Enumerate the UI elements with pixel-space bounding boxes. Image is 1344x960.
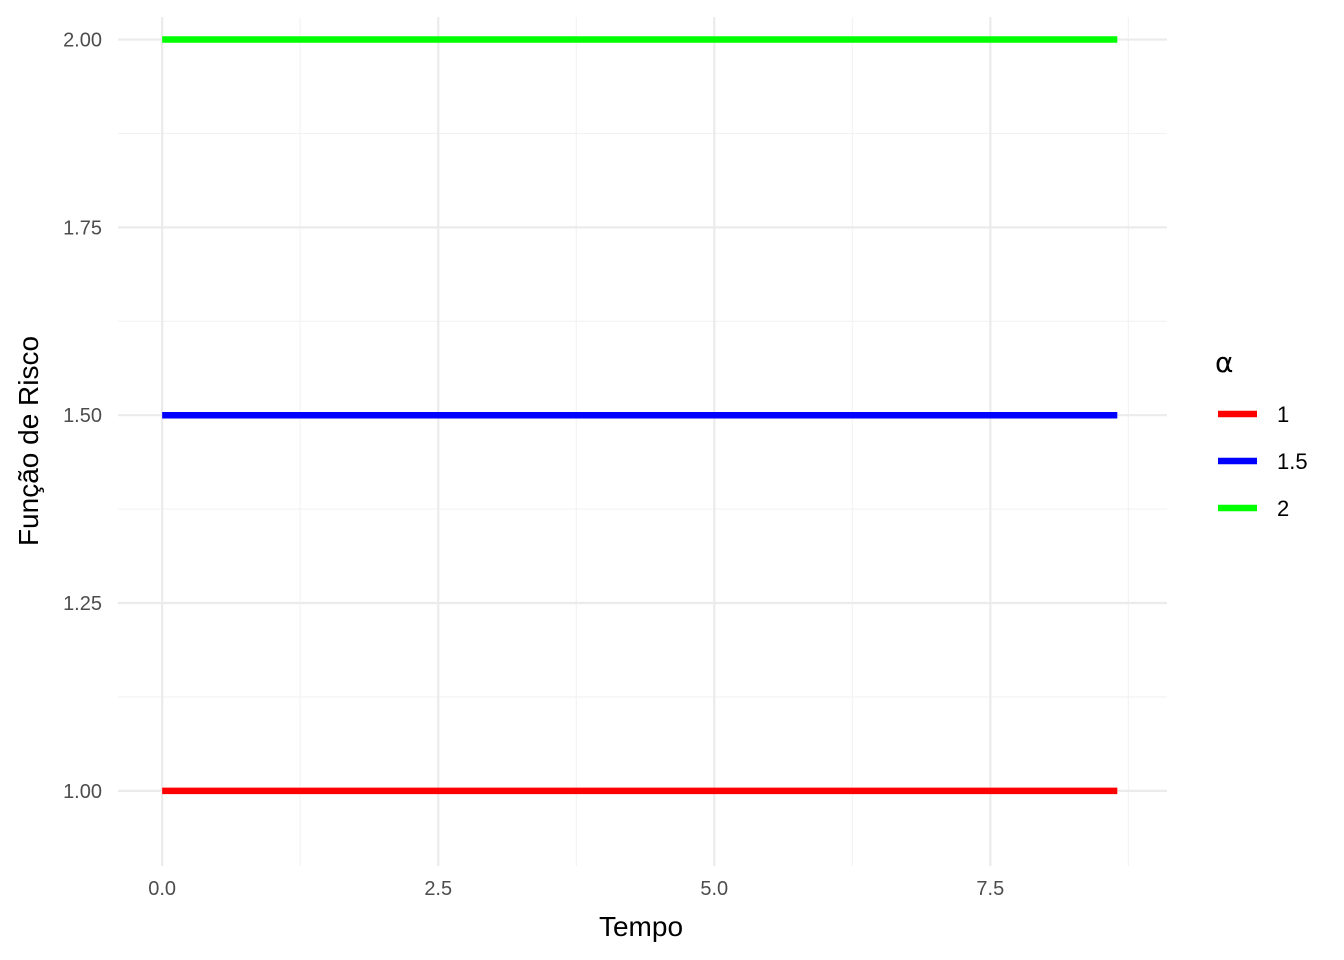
y-tick-label-2: 1.50 [63,405,102,427]
y-axis-title: Função de Risco [13,336,44,546]
y-tick-label-4: 2.00 [63,30,102,52]
legend-items: 11.52 [1218,402,1308,521]
y-tick-label-1: 1.25 [63,593,102,615]
y-tick-label-3: 1.75 [63,217,102,239]
legend-label-1-5: 1.5 [1277,449,1308,474]
series-lines [162,36,1118,795]
y-tick-label-0: 1.00 [63,781,102,803]
major-gridlines [118,17,1167,866]
x-tick-label-1: 2.5 [424,878,452,900]
legend-label-2: 2 [1277,496,1289,521]
legend: α 11.52 [1215,346,1308,521]
x-tick-label-3: 7.5 [976,878,1004,900]
minor-gridlines [118,17,1167,866]
x-tick-label-2: 5.0 [700,878,728,900]
legend-title: α [1215,346,1233,379]
x-tick-label-0: 0.0 [148,878,176,900]
x-axis-tick-labels: 0.0 2.5 5.0 7.5 [148,878,1004,900]
y-axis-tick-labels: 1.00 1.25 1.50 1.75 2.00 [63,30,102,803]
x-axis-title: Tempo [599,911,683,942]
legend-label-1: 1 [1277,402,1289,427]
